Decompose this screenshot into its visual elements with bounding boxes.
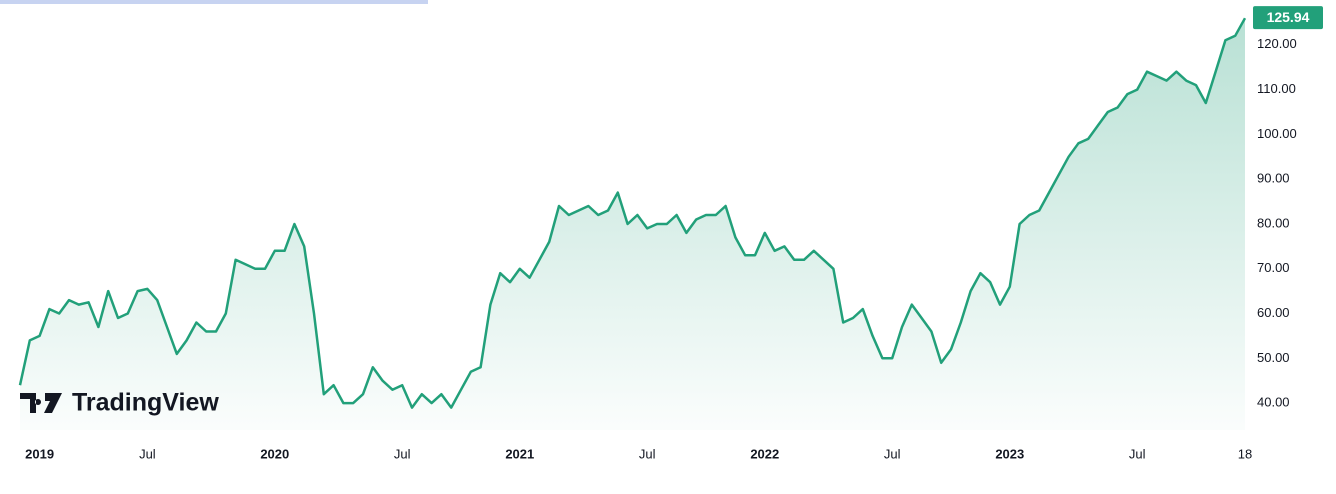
watermark: TradingView xyxy=(72,389,219,417)
x-tick-label: Jul xyxy=(1129,446,1146,461)
y-tick-label: 90.00 xyxy=(1257,171,1290,186)
x-tick-label: 2020 xyxy=(260,446,289,461)
y-tick-label: 50.00 xyxy=(1257,350,1290,365)
x-tick-label: 18 xyxy=(1238,446,1252,461)
top-bar xyxy=(0,0,428,4)
y-tick-label: 80.00 xyxy=(1257,215,1290,230)
x-tick-label: Jul xyxy=(639,446,656,461)
y-tick-label: 120.00 xyxy=(1257,36,1297,51)
logo: TradingView xyxy=(20,389,219,417)
last-value-label: 125.94 xyxy=(1267,9,1310,25)
y-tick-label: 110.00 xyxy=(1257,81,1296,96)
line xyxy=(18,17,1247,409)
x-tick-label: 2022 xyxy=(750,446,779,461)
area xyxy=(20,18,1245,430)
y-tick-label: 100.00 xyxy=(1257,126,1297,141)
x-tick-label: 2021 xyxy=(505,446,534,461)
x-tick-label: 2019 xyxy=(25,446,54,461)
y-tick-label: 60.00 xyxy=(1257,305,1290,320)
y-tick-label: 70.00 xyxy=(1257,260,1290,275)
last-value-box xyxy=(1253,6,1323,30)
x-tick-label: 2023 xyxy=(995,446,1024,461)
x-tick-label: Jul xyxy=(884,446,901,461)
y-tick-label: 40.00 xyxy=(1257,395,1290,410)
x-tick-label: Jul xyxy=(394,446,411,461)
x-tick-label: Jul xyxy=(139,446,156,461)
logo-icon xyxy=(20,393,62,413)
